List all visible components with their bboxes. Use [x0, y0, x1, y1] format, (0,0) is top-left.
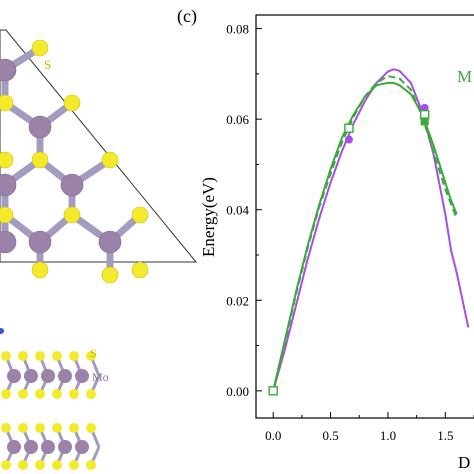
s-atom	[69, 389, 79, 399]
s-atom	[0, 151, 14, 169]
top-view-atoms	[0, 39, 149, 284]
s-atom	[131, 261, 149, 279]
y-tick-label: 0.00	[226, 384, 249, 399]
s-atom	[1, 351, 11, 361]
top-view-s-label: S	[44, 57, 51, 72]
energy-chart: 0.00 0.02 0.04 0.06 0.08 0.0 0.5 1.0 1.5 Energy(…	[199, 14, 474, 472]
s-atom	[52, 423, 62, 433]
s-atom	[69, 351, 79, 361]
s-atom	[1, 389, 11, 399]
x-tick-label: 1.5	[437, 428, 453, 443]
s-atom	[1, 460, 11, 470]
plot-frame	[255, 14, 474, 419]
s-atom	[86, 423, 96, 433]
s-atom	[18, 423, 28, 433]
s-atom	[101, 266, 119, 284]
s-atom	[63, 94, 81, 112]
legend-entry: M	[457, 67, 472, 86]
panel-label: (c)	[177, 6, 197, 27]
mos2-top-view: S	[0, 29, 198, 284]
series-line-2	[272, 75, 458, 392]
side-view-mo-label: Mo	[92, 370, 109, 384]
s-atom	[69, 423, 79, 433]
data-point-open-square	[268, 386, 278, 396]
s-atom	[35, 351, 45, 361]
data-point-open-square	[344, 123, 354, 133]
s-atom	[86, 351, 96, 361]
unit-cell-triangle	[0, 29, 198, 263]
x-axis-label: D	[458, 453, 470, 472]
data-point-circle	[344, 135, 353, 144]
x-tick-label: 0.0	[265, 428, 281, 443]
s-atom	[35, 389, 45, 399]
s-atom	[31, 151, 49, 169]
mo-atom	[75, 440, 89, 454]
mos2-side-view: S Mo	[0, 328, 109, 470]
mo-atom	[41, 369, 55, 383]
s-atom	[86, 460, 96, 470]
y-tick-label: 0.02	[226, 293, 249, 308]
s-atom	[52, 460, 62, 470]
s-atom	[131, 206, 149, 224]
s-atom	[18, 351, 28, 361]
s-atom	[0, 94, 14, 112]
side-view-s-label: S	[90, 346, 97, 360]
mo-atom	[7, 440, 21, 454]
y-axis-label: Energy(eV)	[199, 177, 218, 257]
mo-atom	[24, 369, 38, 383]
mo-atom	[58, 440, 72, 454]
y-tick-label: 0.04	[226, 203, 249, 218]
mo-atom	[28, 115, 52, 139]
series-line-1	[272, 81, 458, 392]
mo-atom	[0, 230, 17, 254]
s-atom	[35, 460, 45, 470]
s-atom	[69, 460, 79, 470]
s-atom	[101, 151, 119, 169]
mo-atom	[41, 440, 55, 454]
s-atom	[31, 39, 49, 57]
s-atom	[18, 389, 28, 399]
s-atom	[18, 460, 28, 470]
tick-layer: 0.00 0.02 0.04 0.06 0.08 0.0 0.5 1.0 1.5	[226, 22, 474, 443]
s-atom	[52, 351, 62, 361]
s-atom	[86, 389, 96, 399]
mo-atom	[24, 440, 38, 454]
mo-atom	[7, 369, 21, 383]
y-tick-label: 0.08	[226, 22, 249, 37]
mo-atom	[58, 369, 72, 383]
mo-atom	[0, 173, 17, 197]
x-tick-label: 0.5	[322, 428, 338, 443]
mo-atom	[0, 58, 17, 82]
s-atom	[52, 389, 62, 399]
s-atom	[63, 206, 81, 224]
series-line-0	[272, 68, 470, 392]
mo-atom	[28, 230, 52, 254]
mo-atom	[60, 173, 84, 197]
mo-atom	[75, 369, 89, 383]
mo-atom	[98, 230, 122, 254]
s-atom	[31, 261, 49, 279]
s-atom	[0, 206, 14, 224]
s-atom	[1, 423, 11, 433]
data-point-circle	[420, 103, 429, 112]
side-view-blue-marker	[0, 328, 4, 334]
side-view-atoms	[1, 351, 96, 470]
s-atom	[35, 423, 45, 433]
y-tick-label: 0.06	[226, 112, 249, 127]
x-tick-label: 1.0	[380, 428, 396, 443]
series-layer	[272, 68, 470, 392]
marker-layer	[268, 103, 430, 396]
data-point-filled-square	[420, 117, 429, 126]
